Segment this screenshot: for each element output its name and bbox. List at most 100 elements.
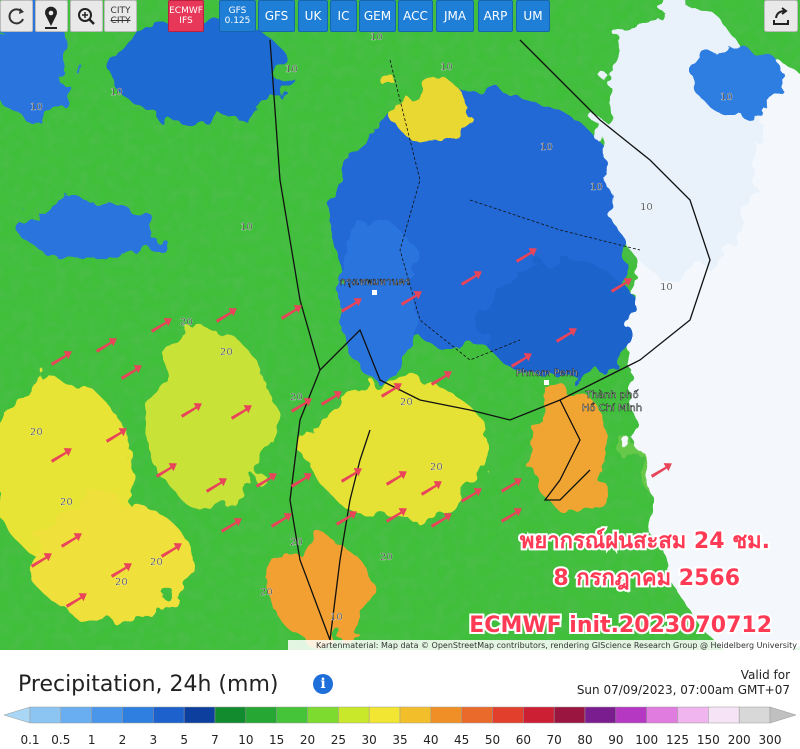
wind-arrow [555, 328, 577, 343]
wind-arrow [460, 488, 482, 503]
model-label: GFS [264, 8, 289, 23]
wind-arrow [500, 508, 522, 523]
scale-label: 7 [211, 733, 219, 747]
city-label: CITY [110, 6, 131, 16]
scale-cell [615, 706, 647, 724]
contour-label: 10 [30, 102, 43, 113]
scale-label: 90 [608, 733, 623, 747]
wind-arrow [610, 278, 632, 293]
share-button[interactable] [764, 0, 798, 32]
scale-label: 25 [331, 733, 346, 747]
scale-label: 300 [759, 733, 782, 747]
model-label: IFS [179, 16, 193, 26]
model-button[interactable]: IC [330, 0, 357, 32]
info-button[interactable]: i [313, 674, 333, 694]
scale-label: 35 [392, 733, 407, 747]
wind-arrow [215, 308, 237, 323]
forecast-caption: 8 กรกฎาคม 2566 [553, 566, 740, 591]
contour-label: 10 [440, 62, 453, 73]
wind-arrow [160, 543, 182, 558]
wind-arrow [500, 478, 522, 493]
wind-arrow [650, 463, 672, 478]
wind-arrow [290, 398, 312, 413]
wind-arrow [50, 351, 72, 366]
coastlines [269, 39, 711, 641]
wind-arrow [510, 353, 532, 368]
place-label: กรุงเทพมหานคร [340, 277, 411, 288]
model-label: IC [337, 8, 350, 23]
model-button[interactable]: UK [298, 0, 328, 32]
contour-label: 20 [60, 497, 73, 508]
city-toggle[interactable]: CITY CITY [104, 0, 137, 32]
model-button[interactable]: GFS [258, 0, 295, 32]
model-label: ECMWF [169, 6, 203, 16]
wind-arrow [205, 478, 227, 493]
scale-cell [245, 706, 277, 724]
contour-label: 10 [240, 222, 253, 233]
model-button[interactable]: GFS 0.125 [219, 0, 256, 32]
scale-label: 40 [423, 733, 438, 747]
contour-label: 20 [115, 577, 128, 588]
contour-label: 20 [400, 397, 413, 408]
model-button[interactable]: ACC [398, 0, 433, 32]
place-marker [544, 380, 549, 385]
scale-label: 3 [150, 733, 158, 747]
scale-cell [523, 706, 555, 724]
contour-label: 20 [180, 317, 193, 328]
place-label: Phnom Penh [516, 368, 578, 379]
model-button[interactable]: ARP [478, 0, 513, 32]
scale-label: 150 [697, 733, 720, 747]
wind-arrow [340, 298, 362, 313]
scale-label: 125 [666, 733, 689, 747]
wind-arrow [290, 473, 312, 488]
place-label: Thành phố [584, 389, 638, 401]
valid-label: Valid for [740, 668, 790, 682]
contour-label: 10 [285, 64, 298, 75]
wind-arrow [30, 553, 52, 568]
wind-arrows [30, 248, 672, 608]
borders [389, 59, 641, 361]
wind-arrow [335, 511, 357, 526]
map: 10 10 10 10 10 10 10 10 10 10 20 20 20 20 20 20 20 20 20 20… [0, 0, 800, 650]
contour-label: 20 [150, 557, 163, 568]
wind-arrow [385, 471, 407, 486]
city-off-label: CITY [110, 16, 131, 26]
model-label: UK [304, 8, 322, 23]
attribution: Kartenmaterial: Map data © OpenStreetMap… [316, 641, 797, 650]
scale-cell [153, 706, 185, 724]
model-button[interactable]: ECMWF IFS [168, 0, 204, 32]
contour-label: 20 [290, 392, 303, 403]
scale-arrow [3, 706, 31, 724]
contour-label: 10 [370, 32, 383, 43]
contour-label: 20 [260, 587, 273, 598]
wind-arrow [430, 371, 452, 386]
wind-arrow [430, 513, 452, 528]
wind-arrow [270, 513, 292, 528]
contour-label: 10 [640, 202, 653, 213]
wind-arrow [230, 405, 252, 420]
scale-label: 70 [547, 733, 562, 747]
contour-label: 20 [290, 537, 303, 548]
wind-arrow [420, 481, 442, 496]
model-label: ARP [483, 8, 508, 23]
tool-button[interactable] [35, 0, 68, 32]
scale-label: 80 [577, 733, 592, 747]
scale-cell [646, 706, 678, 724]
model-button[interactable]: GEM [359, 0, 396, 32]
model-button[interactable]: UM [516, 0, 550, 32]
model-button[interactable]: JMA [436, 0, 474, 32]
wind-arrow [65, 593, 87, 608]
scale-cell [29, 706, 62, 724]
tool-button[interactable] [0, 0, 33, 32]
wind-arrow [220, 518, 242, 533]
legend-panel: Precipitation, 24h (mm) i Valid for Sun 0… [0, 650, 800, 749]
tool-button[interactable] [70, 0, 103, 32]
wind-arrow [105, 428, 127, 443]
scale-label: 10 [238, 733, 253, 747]
contour-label: 20 [430, 462, 443, 473]
scale-label: 2 [119, 733, 127, 747]
attribution-bg [288, 640, 800, 650]
scale-cell [430, 706, 462, 724]
scale-label: 45 [454, 733, 469, 747]
scale-label: 60 [516, 733, 531, 747]
